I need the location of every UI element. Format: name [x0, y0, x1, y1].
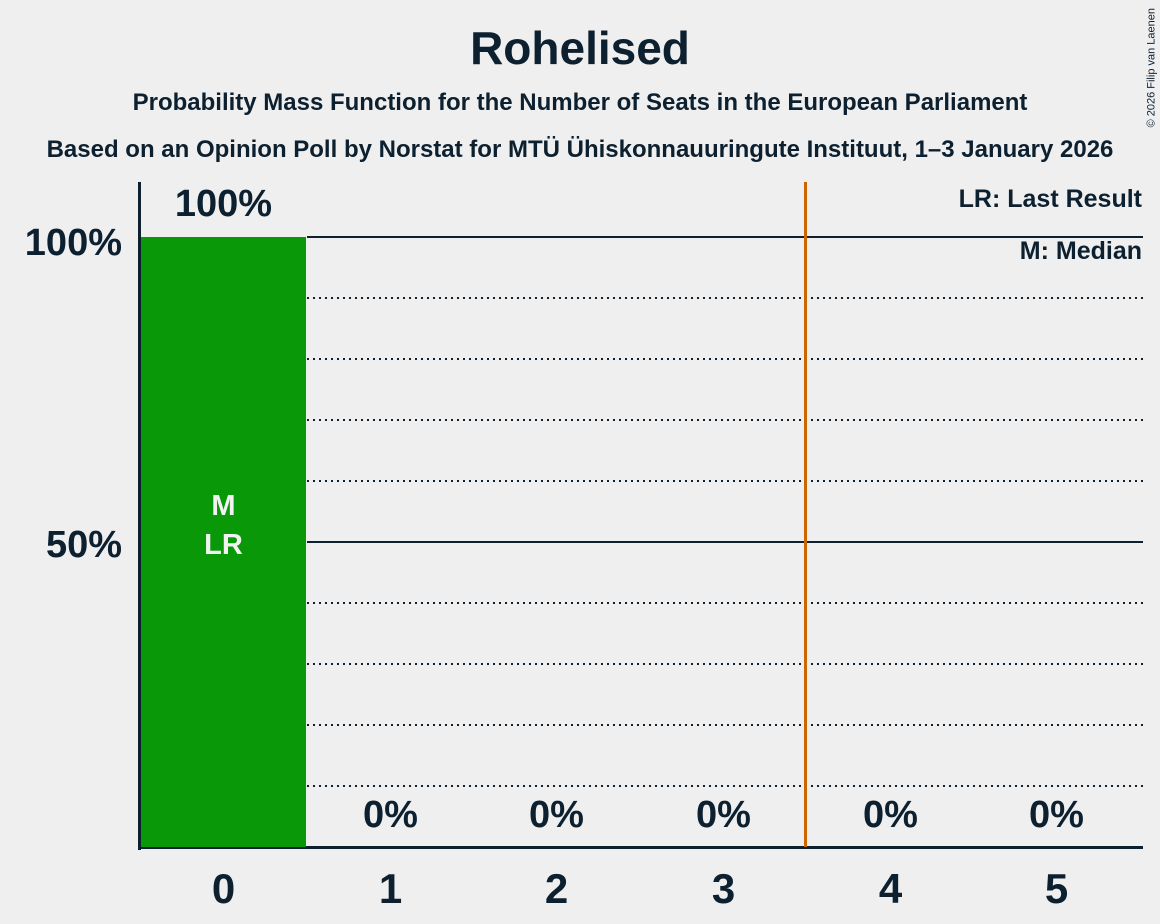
gridline-20pct	[307, 724, 1143, 726]
gridline-10pct	[307, 785, 1143, 787]
legend-median: M: Median	[1019, 237, 1142, 265]
bar-seats-0	[141, 237, 306, 847]
x-axis-label-3: 3	[711, 865, 736, 912]
gridline-60pct	[307, 480, 1143, 482]
y-axis-line	[138, 182, 141, 850]
last-result-marker: LR	[204, 529, 243, 561]
x-axis-label-5: 5	[1044, 865, 1069, 912]
value-label-seats-5: 0%	[1029, 794, 1084, 836]
gridline-40pct	[307, 602, 1143, 604]
gridline-50pct	[307, 541, 1143, 543]
median-marker: M	[211, 490, 236, 522]
gridline-80pct	[307, 358, 1143, 360]
bar-annotations: M LR	[141, 487, 306, 565]
value-label-seats-1: 0%	[363, 794, 418, 836]
copyright-notice: © 2026 Filip van Laenen	[1145, 8, 1157, 128]
gridline-30pct	[307, 663, 1143, 665]
value-label-seats-2: 0%	[529, 794, 584, 836]
chart-subtitle: Probability Mass Function for the Number…	[132, 89, 1028, 116]
chart-source-line: Based on an Opinion Poll by Norstat for …	[46, 136, 1114, 163]
legend-last-result: LR: Last Result	[958, 185, 1142, 213]
value-label-seats-4: 0%	[863, 794, 918, 836]
y-axis-label-50pct: 50%	[45, 524, 122, 566]
value-label-seats-0: 100%	[174, 183, 273, 225]
gridline-90pct	[307, 297, 1143, 299]
x-axis-label-4: 4	[878, 865, 903, 912]
chart-title: Rohelised	[470, 22, 690, 74]
value-label-seats-3: 0%	[696, 794, 751, 836]
reference-line	[804, 182, 807, 847]
y-axis-label-100pct: 100%	[24, 222, 122, 264]
x-axis-label-2: 2	[544, 865, 569, 912]
gridline-70pct	[307, 419, 1143, 421]
x-axis-line	[138, 846, 1143, 849]
x-axis-label-0: 0	[211, 865, 236, 912]
gridline-100pct	[307, 236, 1143, 238]
x-axis-label-1: 1	[378, 865, 403, 912]
